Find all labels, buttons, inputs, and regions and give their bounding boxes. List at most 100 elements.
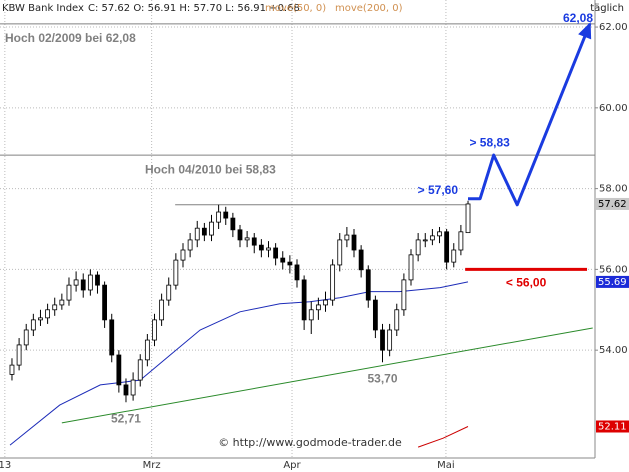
candle-body [415, 239, 421, 256]
y-tick-label: 60.00 [599, 103, 628, 114]
candle-body [444, 231, 450, 263]
price-badge-label: 52.11 [598, 421, 627, 432]
candle-body [437, 231, 442, 237]
x-tick-label: Apr [283, 460, 301, 471]
candle-body [223, 211, 229, 219]
candle-body [315, 304, 321, 311]
candle-body [59, 299, 65, 306]
candle-body [237, 229, 243, 241]
trend-line [61, 327, 593, 424]
price-badge [596, 420, 629, 433]
x-tick-label: Mrz [143, 460, 161, 471]
low-label: 53,70 [367, 371, 397, 385]
candle-body [194, 227, 200, 241]
candle-body [9, 364, 15, 375]
candle-body [38, 317, 43, 321]
candle-body [330, 264, 336, 301]
candle-body [52, 304, 58, 311]
candle-body [251, 237, 257, 246]
forecast-path [468, 23, 592, 207]
candle-body [16, 344, 22, 366]
quote: C: 57.62 O: 56.91 H: 57.70 L: 56.91 +0.6… [88, 3, 300, 14]
watermark: © http://www.godmode-trader.de [218, 436, 402, 449]
stop-label: < 56,00 [506, 276, 547, 290]
candle-body [258, 244, 264, 251]
forecast-label: 62,08 [563, 11, 593, 25]
candle-body [358, 249, 364, 271]
candle-body [66, 284, 72, 301]
candle-body [287, 261, 293, 266]
candle-body [301, 279, 307, 321]
y-tick-label: 54.00 [599, 345, 628, 356]
candle-body [180, 249, 186, 261]
candle-body [294, 264, 300, 281]
candle-body [109, 319, 115, 356]
candle-body [451, 249, 457, 263]
y-tick-label: 58.00 [599, 184, 628, 195]
symbol: KBW Bank Index [2, 3, 84, 14]
candle-body [116, 354, 122, 386]
candle-body [209, 221, 214, 236]
candle-body [408, 254, 414, 281]
low-label: 52,71 [111, 411, 141, 425]
forecast-label: > 58,83 [469, 135, 510, 149]
candle-body [465, 203, 471, 234]
legend-entry: move(50, 0) [265, 3, 326, 14]
candle-body [273, 247, 279, 259]
candle-body [380, 329, 385, 351]
candle-body [216, 211, 222, 223]
candle-body [266, 247, 271, 251]
candle-body [166, 284, 172, 301]
candle-body [137, 359, 143, 381]
price-badge-label: 57.62 [598, 199, 627, 210]
candle-body [130, 379, 136, 396]
legend-entry: move(200, 0) [335, 3, 403, 14]
forecast-label: > 57,60 [418, 183, 459, 197]
candle-body [73, 279, 79, 286]
candle-body [230, 217, 236, 231]
x-tick-label: Mai [437, 460, 455, 471]
candle-body [429, 235, 435, 241]
candle-body [244, 237, 250, 241]
candle-body [95, 274, 100, 286]
candle-body [159, 299, 165, 321]
y-tick-label: 62.00 [599, 22, 628, 33]
x-tick-label: 13 [0, 460, 11, 471]
moving-average [9, 281, 469, 446]
candle-body [351, 234, 357, 251]
price-badge [596, 275, 629, 288]
candle-body [365, 269, 371, 301]
candle-body [80, 279, 86, 291]
price-badge-label: 55.69 [598, 277, 627, 288]
candle-body [173, 259, 179, 286]
price-badge [596, 197, 629, 210]
moving-average [417, 426, 469, 448]
level-label: Hoch 02/2009 bei 62,08 [5, 31, 136, 45]
forecast-arrowhead [578, 21, 592, 40]
candle-body [144, 339, 150, 361]
candle-body [123, 384, 129, 396]
candle-body [372, 299, 378, 331]
candle-body [458, 231, 464, 251]
candle-body [422, 239, 428, 242]
candle-body [152, 319, 157, 341]
y-tick-label: 56.00 [599, 264, 628, 275]
period: täglich [590, 3, 624, 14]
candle-body [344, 234, 350, 241]
candle-body [87, 274, 93, 291]
candle-body [201, 227, 207, 236]
candle-body [394, 309, 400, 331]
candle-body [387, 329, 393, 351]
candle-body [308, 309, 314, 321]
candle-body [23, 329, 29, 346]
candle-body [280, 257, 286, 263]
level-label: Hoch 04/2010 bei 58,83 [145, 162, 276, 176]
candle-body [102, 284, 108, 321]
candle-body [30, 319, 36, 331]
candle-body [323, 299, 328, 306]
candle-body [401, 279, 407, 311]
candle-body [187, 239, 193, 251]
candle-body [45, 309, 50, 319]
